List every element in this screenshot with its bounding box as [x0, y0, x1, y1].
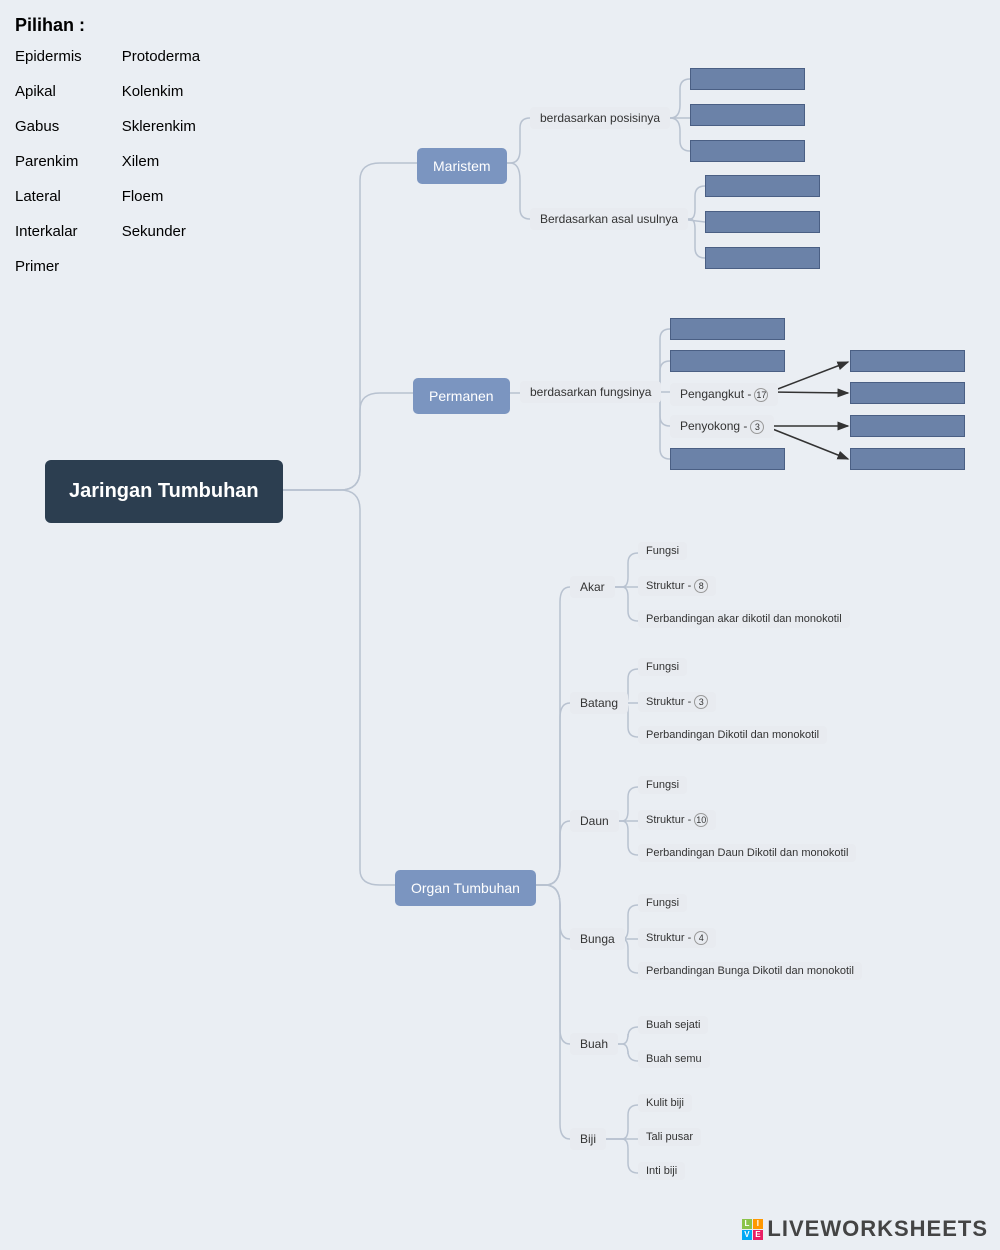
- option-item[interactable]: Interkalar: [15, 223, 82, 240]
- leaf-node: Tali pusar: [638, 1128, 701, 1146]
- options-col-2: Protoderma Kolenkim Sklerenkim Xilem Floem Se…: [122, 48, 200, 275]
- option-item[interactable]: Lateral: [15, 188, 82, 205]
- leaf-node: Fungsi: [638, 542, 687, 560]
- count-badge: 4: [694, 931, 708, 945]
- sub-node-pengangkut: Pengangkut -17: [670, 383, 778, 406]
- answer-blank[interactable]: [670, 318, 785, 340]
- answer-blank[interactable]: [690, 140, 805, 162]
- option-item[interactable]: Sklerenkim: [122, 118, 200, 135]
- count-badge: 10: [694, 813, 708, 827]
- sub-node-penyokong: Penyokong -3: [670, 415, 774, 438]
- leaf-node: Inti biji: [638, 1162, 685, 1180]
- watermark-text: LIVEWORKSHEETS: [767, 1216, 988, 1242]
- option-item[interactable]: Gabus: [15, 118, 82, 135]
- sub-node-daun: Daun: [570, 810, 619, 832]
- count-badge: 8: [694, 579, 708, 593]
- answer-blank[interactable]: [670, 350, 785, 372]
- options-panel: Pilihan : Epidermis Apikal Gabus Parenkim La…: [15, 15, 200, 275]
- leaf-node: Struktur -4: [638, 928, 716, 948]
- leaf-node: Fungsi: [638, 776, 687, 794]
- leaf-node: Buah semu: [638, 1050, 710, 1068]
- options-col-1: Epidermis Apikal Gabus Parenkim Lateral Inter…: [15, 48, 82, 275]
- option-item[interactable]: Epidermis: [15, 48, 82, 65]
- option-item[interactable]: Xilem: [122, 153, 200, 170]
- option-item[interactable]: Sekunder: [122, 223, 200, 240]
- leaf-node: Perbandingan akar dikotil dan monokotil: [638, 610, 850, 628]
- option-item[interactable]: Primer: [15, 258, 82, 275]
- sub-node-posisi: berdasarkan posisinya: [530, 107, 670, 129]
- leaf-node: Struktur -10: [638, 810, 716, 830]
- leaf-node: Kulit biji: [638, 1094, 692, 1112]
- watermark-logo-icon: LI VE: [742, 1219, 763, 1240]
- option-item[interactable]: Floem: [122, 188, 200, 205]
- leaf-node: Struktur -3: [638, 692, 716, 712]
- answer-blank[interactable]: [670, 448, 785, 470]
- branch-maristem: Maristem: [417, 148, 507, 184]
- sub-node-bunga: Bunga: [570, 928, 625, 950]
- options-columns: Epidermis Apikal Gabus Parenkim Lateral Inter…: [15, 48, 200, 275]
- leaf-node: Struktur -8: [638, 576, 716, 596]
- answer-blank[interactable]: [705, 247, 820, 269]
- answer-blank[interactable]: [850, 382, 965, 404]
- answer-blank[interactable]: [850, 350, 965, 372]
- leaf-node: Fungsi: [638, 894, 687, 912]
- watermark: LI VE LIVEWORKSHEETS: [742, 1216, 988, 1242]
- answer-blank[interactable]: [705, 175, 820, 197]
- answer-blank[interactable]: [690, 104, 805, 126]
- answer-blank[interactable]: [705, 211, 820, 233]
- leaf-node: Fungsi: [638, 658, 687, 676]
- count-badge: 3: [694, 695, 708, 709]
- option-item[interactable]: Apikal: [15, 83, 82, 100]
- branch-organ: Organ Tumbuhan: [395, 870, 536, 906]
- option-item[interactable]: Kolenkim: [122, 83, 200, 100]
- root-node: Jaringan Tumbuhan: [45, 460, 283, 523]
- answer-blank[interactable]: [690, 68, 805, 90]
- answer-blank[interactable]: [850, 415, 965, 437]
- sub-node-asal: Berdasarkan asal usulnya: [530, 208, 688, 230]
- branch-permanen: Permanen: [413, 378, 510, 414]
- count-badge: 17: [754, 388, 768, 402]
- sub-node-biji: Biji: [570, 1128, 606, 1150]
- sub-node-batang: Batang: [570, 692, 628, 714]
- option-item[interactable]: Protoderma: [122, 48, 200, 65]
- sub-node-fungsi: berdasarkan fungsinya: [520, 381, 661, 403]
- count-badge: 3: [750, 420, 764, 434]
- leaf-node: Perbandingan Daun Dikotil dan monokotil: [638, 844, 856, 862]
- leaf-node: Buah sejati: [638, 1016, 708, 1034]
- leaf-node: Perbandingan Dikotil dan monokotil: [638, 726, 827, 744]
- answer-blank[interactable]: [850, 448, 965, 470]
- options-title: Pilihan :: [15, 15, 200, 36]
- leaf-node: Perbandingan Bunga Dikotil dan monokotil: [638, 962, 862, 980]
- sub-node-akar: Akar: [570, 576, 615, 598]
- sub-node-buah: Buah: [570, 1033, 618, 1055]
- option-item[interactable]: Parenkim: [15, 153, 82, 170]
